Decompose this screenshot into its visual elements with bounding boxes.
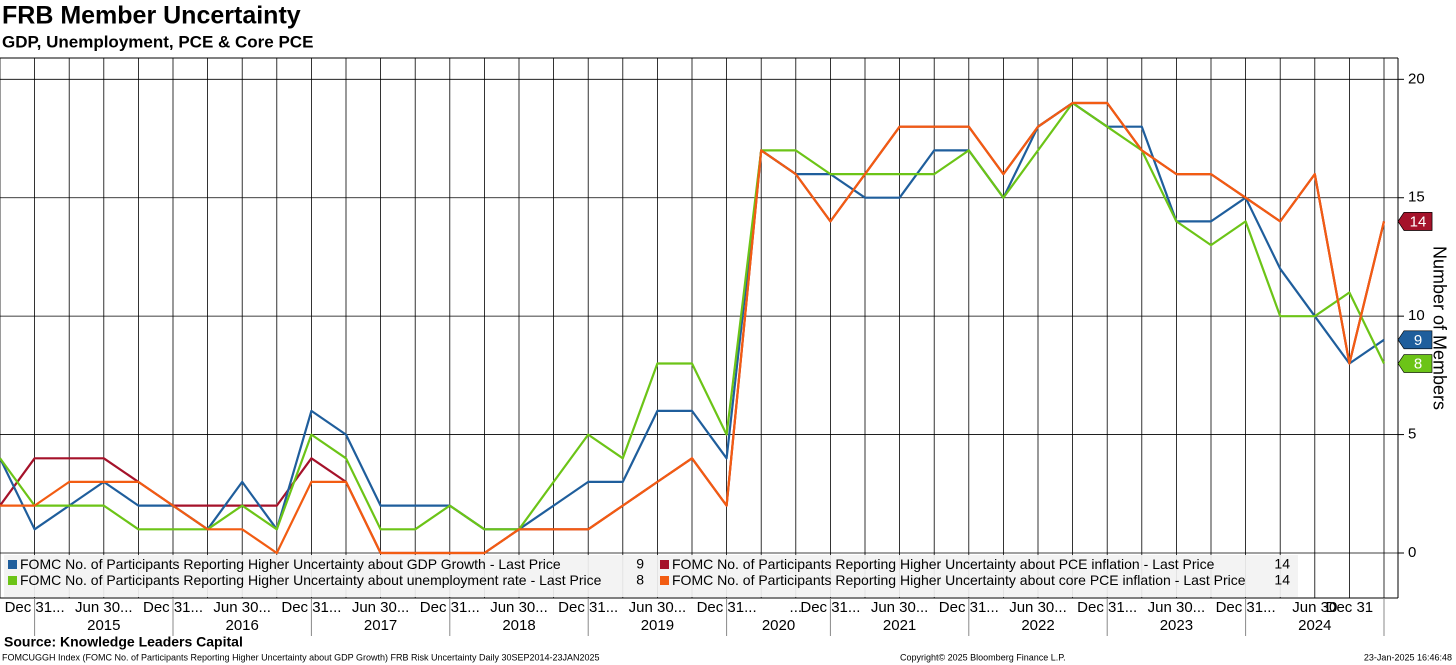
legend-last-value: 8 <box>636 572 644 588</box>
source: Source: Knowledge Leaders Capital <box>4 634 243 650</box>
legend-label: FOMC No. of Participants Reporting Highe… <box>20 572 602 588</box>
last-value-tag-label: 14 <box>1410 213 1427 230</box>
year-label: 2023 <box>1160 617 1193 634</box>
footer-right: 23-Jan-2025 16:46:48 <box>1364 652 1452 662</box>
x-tick-label: Jun 30... <box>1148 599 1206 616</box>
legend-entry: FOMC No. of Participants Reporting Highe… <box>8 572 644 588</box>
x-tick-label: Jun 30... <box>629 599 687 616</box>
legend-label: FOMC No. of Participants Reporting Highe… <box>672 556 1215 572</box>
x-tick-label: ... <box>790 599 803 616</box>
year-label: 2021 <box>883 617 916 634</box>
legend-box <box>4 555 1298 597</box>
y-tick-label: 20 <box>1408 70 1425 87</box>
y-tick-label: 5 <box>1408 426 1416 443</box>
legend-swatch <box>8 576 17 585</box>
x-tick-label: Jun 30 <box>1292 599 1337 616</box>
x-tick-label: Jun 30... <box>213 599 271 616</box>
legend-swatch <box>8 560 17 569</box>
legend-last-value: 9 <box>636 556 644 572</box>
chart-subtitle: GDP, Unemployment, PCE & Core PCE <box>2 32 313 51</box>
y-tick-label: 0 <box>1408 544 1416 561</box>
legend-suffix: - Last Price <box>1175 572 1246 588</box>
legend-suffix: - Last Price <box>1144 556 1215 572</box>
legend-name: FOMC No. of Participants Reporting Highe… <box>672 572 1171 588</box>
last-value-tag-label: 8 <box>1414 355 1422 372</box>
legend-entry: FOMC No. of Participants Reporting Highe… <box>660 572 1290 588</box>
legend-last-value: 14 <box>1274 572 1290 588</box>
y-tick-label: 10 <box>1408 307 1425 324</box>
legend-label: FOMC No. of Participants Reporting Highe… <box>672 572 1246 588</box>
legend: FOMC No. of Participants Reporting Highe… <box>4 555 1298 597</box>
y-axis-label: Number of Members <box>1429 246 1449 410</box>
legend-last-value: 14 <box>1274 556 1290 572</box>
legend-name: FOMC No. of Participants Reporting Highe… <box>672 556 1140 572</box>
series-line <box>0 101 1386 555</box>
last-value-tag <box>1397 330 1433 350</box>
chart-title: FRB Member Uncertainty <box>2 2 301 30</box>
legend-label: FOMC No. of Participants Reporting Highe… <box>20 556 561 572</box>
legend-suffix: - Last Price <box>490 556 561 572</box>
x-tick-label: Jun 30... <box>352 599 410 616</box>
x-tick-label: Jun 30... <box>490 599 548 616</box>
last-value-tag <box>1397 354 1433 373</box>
x-tick-label: Dec 31 <box>1326 599 1374 616</box>
legend-name: FOMC No. of Participants Reporting Highe… <box>20 556 486 572</box>
year-label: 2016 <box>226 617 259 634</box>
footer-left: FOMCUGGH Index (FOMC No. of Participants… <box>2 652 600 662</box>
year-label: 2018 <box>502 617 535 634</box>
last-value-tag <box>1397 212 1433 231</box>
y-tick-label: 15 <box>1408 189 1425 206</box>
last-value-tag-label: 9 <box>1414 332 1422 349</box>
footer-center: Copyright© 2025 Bloomberg Finance L.P. <box>900 652 1066 662</box>
x-tick-label: Jun 30... <box>1009 599 1067 616</box>
legend-entry: FOMC No. of Participants Reporting Highe… <box>8 556 644 572</box>
year-label: 2017 <box>364 617 397 634</box>
series-line <box>0 101 1385 531</box>
legend-suffix: - Last Price <box>531 572 602 588</box>
legend-swatch <box>660 576 669 585</box>
year-label: 2020 <box>762 617 795 634</box>
year-label: 2024 <box>1298 617 1331 634</box>
legend-swatch <box>660 560 669 569</box>
x-tick-label: Jun 30... <box>871 599 929 616</box>
legend-entry: FOMC No. of Participants Reporting Highe… <box>660 556 1290 572</box>
year-label: 2015 <box>87 617 120 634</box>
year-label: 2022 <box>1021 617 1054 634</box>
legend-name: FOMC No. of Participants Reporting Highe… <box>20 572 527 588</box>
x-tick-label: Jun 30... <box>75 599 133 616</box>
year-label: 2019 <box>641 617 674 634</box>
